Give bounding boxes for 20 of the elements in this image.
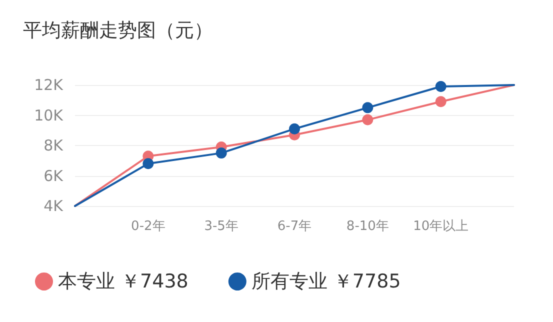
point: [362, 114, 374, 126]
y-tick-label: 12K: [34, 76, 64, 94]
point: [362, 102, 374, 114]
x-tick-label: 8-10年: [346, 219, 389, 234]
legend-label: 所有专业 ￥7785: [251, 270, 401, 292]
chart-title: 平均薪酬走势图（元）: [23, 20, 213, 42]
y-tick-label: 10K: [34, 106, 64, 124]
point: [435, 81, 446, 92]
x-tick-label: 0-2年: [131, 219, 166, 234]
y-tick-label: 6K: [44, 166, 64, 185]
legend-label: 本专业 ￥7438: [58, 270, 188, 292]
x-tick-label: 10年以上: [413, 219, 469, 234]
x-tick-label: 6-7年: [277, 219, 312, 234]
point: [435, 96, 446, 108]
y-tick-label: 8K: [44, 136, 64, 154]
point: [216, 148, 227, 159]
x-tick-label: 3-5年: [204, 219, 238, 234]
point: [142, 158, 154, 170]
y-tick-label: 4K: [44, 197, 64, 215]
point: [289, 123, 300, 134]
